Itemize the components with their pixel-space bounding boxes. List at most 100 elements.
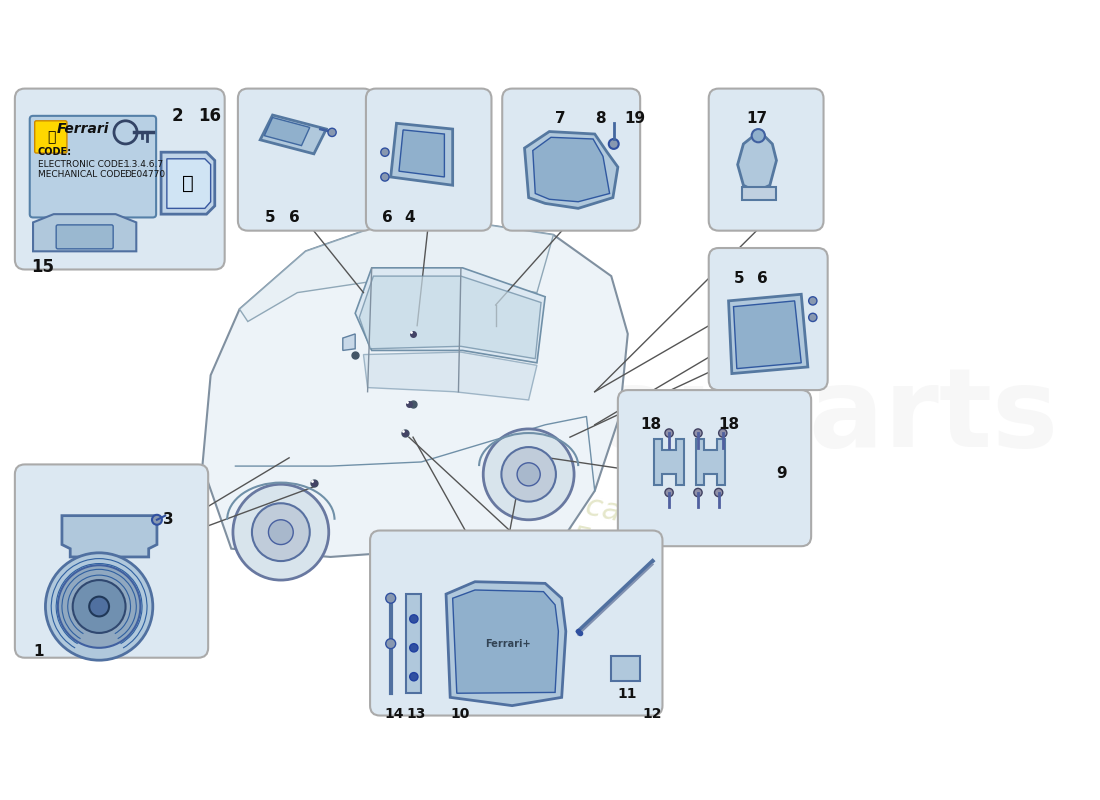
Text: 15: 15 xyxy=(32,258,54,276)
Circle shape xyxy=(89,597,109,617)
Text: 12: 12 xyxy=(642,707,662,722)
FancyBboxPatch shape xyxy=(708,89,824,230)
Polygon shape xyxy=(167,159,210,208)
Text: 6: 6 xyxy=(289,210,300,225)
Circle shape xyxy=(664,429,673,437)
Text: 6: 6 xyxy=(757,271,768,286)
Text: 10: 10 xyxy=(450,707,470,722)
Circle shape xyxy=(268,520,294,545)
Circle shape xyxy=(58,566,141,648)
FancyBboxPatch shape xyxy=(366,89,492,230)
Circle shape xyxy=(664,488,673,497)
Text: 16: 16 xyxy=(198,106,221,125)
Circle shape xyxy=(718,429,727,437)
Text: 11: 11 xyxy=(618,687,637,702)
Text: 17: 17 xyxy=(746,111,767,126)
Text: ELECTRONIC CODE:: ELECTRONIC CODE: xyxy=(39,160,126,169)
Text: 19: 19 xyxy=(625,111,646,126)
Circle shape xyxy=(483,429,574,520)
Polygon shape xyxy=(734,301,801,369)
Polygon shape xyxy=(447,582,565,706)
Circle shape xyxy=(517,462,540,486)
Text: 8: 8 xyxy=(595,111,605,126)
FancyBboxPatch shape xyxy=(370,530,662,715)
Polygon shape xyxy=(343,334,355,350)
Polygon shape xyxy=(453,590,559,694)
Text: 5: 5 xyxy=(734,271,744,286)
Polygon shape xyxy=(738,136,777,192)
Circle shape xyxy=(502,447,556,502)
Polygon shape xyxy=(399,130,444,177)
Polygon shape xyxy=(33,214,136,251)
Circle shape xyxy=(386,594,396,603)
FancyBboxPatch shape xyxy=(618,390,811,546)
Polygon shape xyxy=(741,187,777,200)
Polygon shape xyxy=(612,656,640,681)
FancyBboxPatch shape xyxy=(503,89,640,230)
Polygon shape xyxy=(525,131,618,208)
Text: DE04770: DE04770 xyxy=(124,170,165,179)
Text: 18: 18 xyxy=(718,417,740,431)
Text: 9: 9 xyxy=(777,466,788,481)
Circle shape xyxy=(409,614,418,623)
Text: 1.3.4.6.7: 1.3.4.6.7 xyxy=(124,160,164,169)
Polygon shape xyxy=(62,516,157,557)
Text: 13: 13 xyxy=(406,707,426,722)
Polygon shape xyxy=(360,276,541,358)
Circle shape xyxy=(73,580,125,633)
FancyBboxPatch shape xyxy=(238,89,373,230)
Polygon shape xyxy=(240,222,553,322)
Circle shape xyxy=(608,139,618,149)
Polygon shape xyxy=(264,118,310,146)
Polygon shape xyxy=(728,294,807,374)
Text: 1: 1 xyxy=(33,644,44,658)
Text: Ferrari+: Ferrari+ xyxy=(485,638,531,649)
Polygon shape xyxy=(363,352,537,400)
Polygon shape xyxy=(261,115,327,154)
Text: 7: 7 xyxy=(556,111,565,126)
Circle shape xyxy=(381,148,389,156)
Text: 4: 4 xyxy=(404,210,415,225)
Circle shape xyxy=(694,429,702,437)
Polygon shape xyxy=(390,123,453,186)
Circle shape xyxy=(152,515,162,525)
Circle shape xyxy=(694,488,702,497)
Circle shape xyxy=(409,644,418,652)
Circle shape xyxy=(751,129,764,142)
Polygon shape xyxy=(161,152,214,214)
Text: MECHANICAL CODE:: MECHANICAL CODE: xyxy=(39,170,129,179)
FancyBboxPatch shape xyxy=(35,121,67,153)
Circle shape xyxy=(409,673,418,681)
Polygon shape xyxy=(532,138,609,202)
Text: eurocarparts: eurocarparts xyxy=(248,363,1058,470)
Polygon shape xyxy=(355,268,546,363)
Circle shape xyxy=(328,128,337,137)
Text: Ferrari: Ferrari xyxy=(56,122,109,136)
FancyBboxPatch shape xyxy=(30,116,156,218)
Polygon shape xyxy=(202,222,628,557)
Circle shape xyxy=(45,553,153,660)
Text: 2: 2 xyxy=(172,106,184,125)
Circle shape xyxy=(808,314,817,322)
Text: 🔑: 🔑 xyxy=(183,174,195,193)
Circle shape xyxy=(233,484,329,580)
Polygon shape xyxy=(654,439,684,485)
Text: 14: 14 xyxy=(385,707,405,722)
Text: 3: 3 xyxy=(163,511,174,526)
Text: 6: 6 xyxy=(382,210,393,225)
Circle shape xyxy=(386,638,396,649)
Text: 🐴: 🐴 xyxy=(47,130,55,144)
FancyBboxPatch shape xyxy=(56,225,113,249)
FancyBboxPatch shape xyxy=(15,465,208,658)
FancyBboxPatch shape xyxy=(15,89,224,270)
Text: 5: 5 xyxy=(264,210,275,225)
Polygon shape xyxy=(695,439,725,485)
Circle shape xyxy=(715,488,723,497)
Circle shape xyxy=(252,503,310,561)
Circle shape xyxy=(381,173,389,181)
Text: 18: 18 xyxy=(640,417,661,431)
Polygon shape xyxy=(406,594,421,694)
Circle shape xyxy=(808,297,817,305)
Text: a passion for cars
since 1985: a passion for cars since 1985 xyxy=(374,449,651,566)
FancyBboxPatch shape xyxy=(708,248,827,390)
